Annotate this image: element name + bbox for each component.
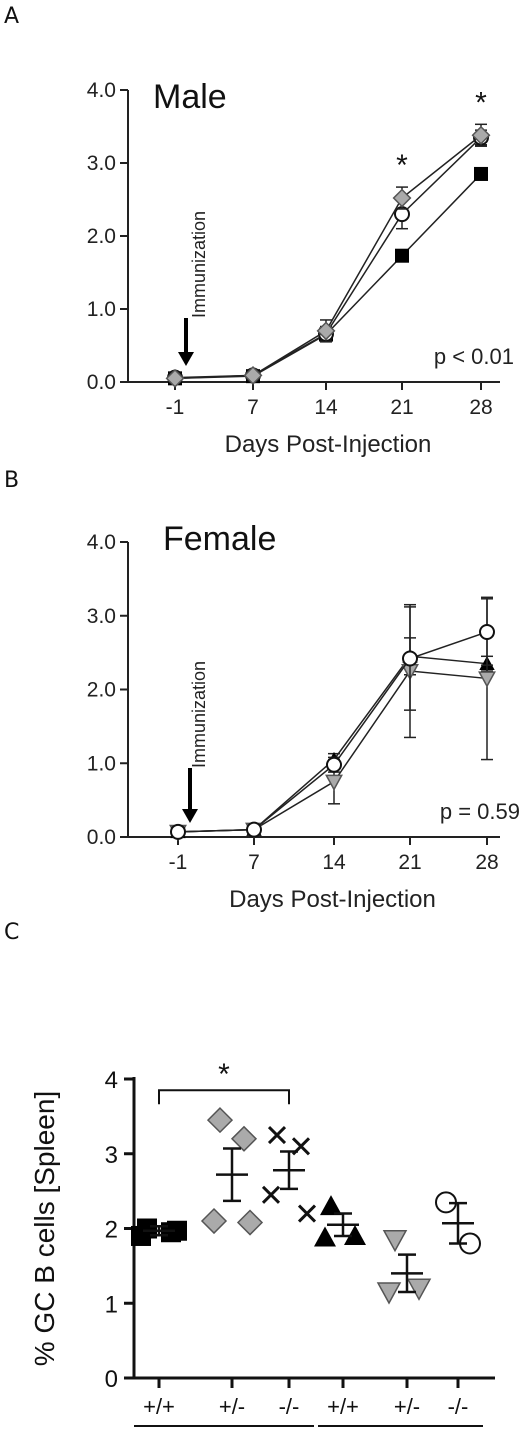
data-point <box>392 188 412 208</box>
group-grey-down-triangle <box>376 1229 432 1305</box>
x-tick-label: +/- <box>219 1394 245 1419</box>
y-tick-label: 4.0 <box>87 531 116 554</box>
panel-label-c: C <box>4 920 20 945</box>
x-tick-label: +/+ <box>327 1394 359 1419</box>
series-open-circle <box>170 598 495 840</box>
x-tick-label: 21 <box>398 851 421 874</box>
y-tick-label: 4 <box>105 1067 118 1094</box>
chart-title: Male <box>153 78 227 116</box>
data-point <box>376 1282 402 1305</box>
group-cross <box>261 1126 317 1223</box>
chart-b-female: 0.0 1.0 2.0 3.0 4.0 -1 7 14 21 28 Days Post-Inject… <box>87 520 520 913</box>
data-point <box>230 1125 258 1152</box>
data-point <box>165 368 185 388</box>
data-point <box>297 1204 317 1223</box>
x-tick-label: +/+ <box>143 1394 175 1419</box>
x-tick-label: 7 <box>247 396 259 419</box>
data-point <box>246 821 262 838</box>
x-axis-label: Days Post-Injection <box>229 886 436 913</box>
data-point <box>402 650 418 667</box>
x-tick-label: 14 <box>314 396 338 419</box>
panel-label-b: B <box>4 468 20 493</box>
x-tick-label: 28 <box>469 396 492 419</box>
x-tick-label: -1 <box>166 396 185 419</box>
data-point <box>170 823 186 840</box>
y-tick-label: 3.0 <box>87 152 116 175</box>
y-tick-label: 4.0 <box>87 79 116 102</box>
data-point <box>326 756 342 773</box>
data-point <box>131 1225 151 1246</box>
significance-star: * <box>396 149 408 182</box>
significance-bracket <box>158 1089 290 1105</box>
y-tick-label: 0.0 <box>87 371 116 394</box>
data-point <box>243 365 263 385</box>
data-point <box>471 125 491 145</box>
y-tick-label: 1 <box>105 1291 118 1318</box>
data-point <box>167 1220 187 1241</box>
data-point <box>236 1209 264 1236</box>
x-tick-label: 14 <box>322 851 346 874</box>
y-tick-label: 3 <box>105 1142 118 1169</box>
data-point <box>320 1195 342 1216</box>
p-value: p < 0.01 <box>434 344 514 369</box>
y-tick-label: 1.0 <box>87 752 116 775</box>
group-filled-triangle <box>314 1195 366 1247</box>
significance-star: * <box>218 1058 230 1091</box>
x-tick-label: -/- <box>448 1394 469 1419</box>
x-tick-label: -/- <box>279 1394 300 1419</box>
x-tick-label: 28 <box>475 851 498 874</box>
immunization-arrow-head <box>178 352 194 366</box>
data-point <box>206 1107 234 1134</box>
chart-c-gc-b-cells: % GC B cells [Spleen] 0 1 2 3 4 +/+ +/- -/- +/+ +/… <box>29 1058 495 1427</box>
p-value: p = 0.59 <box>440 799 520 824</box>
data-point <box>478 671 496 688</box>
data-point <box>479 623 495 640</box>
y-tick-label: 1.0 <box>87 298 116 321</box>
y-tick-label: 2.0 <box>87 225 116 248</box>
panel-label-a: A <box>4 4 20 29</box>
immunization-annotation: Immunization <box>189 661 209 768</box>
y-tick-label: 2 <box>105 1217 118 1244</box>
x-tick-label: +/- <box>394 1394 420 1419</box>
group-filled-square <box>131 1218 187 1246</box>
data-point <box>395 248 409 263</box>
immunization-arrow-head <box>182 809 198 823</box>
chart-a-male: 0.0 1.0 2.0 3.0 4.0 -1 7 14 21 28 Days Post-Inject… <box>87 78 514 458</box>
y-tick-label: 0 <box>105 1366 118 1393</box>
data-point <box>200 1207 228 1235</box>
data-point <box>474 166 488 181</box>
x-tick-label: 7 <box>248 851 260 874</box>
series-grey-diamond <box>165 123 491 388</box>
x-axis-label: Days Post-Injection <box>225 431 432 458</box>
x-tick-label: -1 <box>169 851 188 874</box>
group-grey-diamond <box>200 1107 264 1236</box>
immunization-annotation: Immunization <box>189 211 209 318</box>
data-point <box>325 774 343 791</box>
y-tick-label: 3.0 <box>87 605 116 628</box>
data-point <box>406 1278 432 1301</box>
data-point <box>344 1224 366 1245</box>
data-point <box>267 1126 287 1145</box>
chart-title: Female <box>163 520 276 558</box>
significance-star: * <box>475 86 487 119</box>
y-tick-label: 2.0 <box>87 679 116 702</box>
data-point <box>382 1229 408 1253</box>
group-open-circle <box>435 1191 481 1255</box>
data-point <box>316 321 336 341</box>
x-tick-label: 21 <box>390 396 413 419</box>
y-axis-label: % GC B cells [Spleen] <box>29 1091 60 1366</box>
y-tick-label: 0.0 <box>87 826 116 849</box>
data-point <box>314 1226 336 1247</box>
data-point <box>261 1185 281 1204</box>
